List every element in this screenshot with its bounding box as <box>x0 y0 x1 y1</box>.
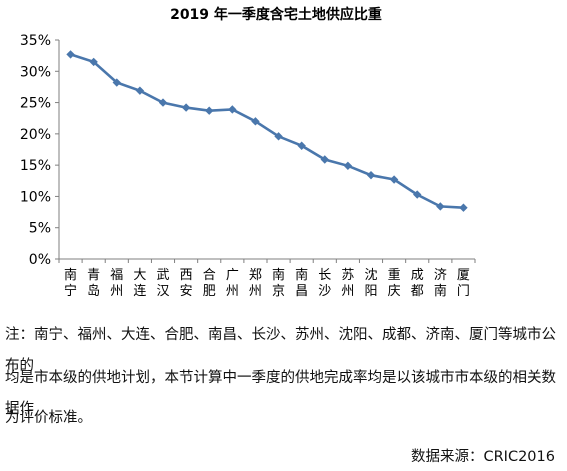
data-point-marker <box>228 105 237 114</box>
data-point-marker <box>181 103 191 112</box>
y-tick-label: 30% <box>20 64 51 80</box>
line-chart: 2019 年一季度含宅土地供应比重 0% 5% 10% 15% 20% 25% 30% 35%… <box>20 6 476 299</box>
data-point-marker <box>251 117 260 126</box>
x-tick-label: 南宁 <box>64 267 77 299</box>
x-tick-label: 西安 <box>180 268 193 299</box>
y-tick-label: 20% <box>20 127 51 143</box>
data-point-marker <box>135 86 145 95</box>
y-tick-label: 35% <box>20 33 51 49</box>
y-tick-label: 10% <box>20 189 51 205</box>
x-tick-label: 青岛 <box>87 268 100 299</box>
x-tick-label: 郑州 <box>249 268 262 299</box>
x-tick-label: 南京 <box>272 267 285 299</box>
x-tick-label: 沈阳 <box>364 268 377 299</box>
data-point-marker <box>112 78 121 87</box>
chart-title: 2019 年一季度含宅土地供应比重 <box>170 6 382 23</box>
x-tick-label: 苏州 <box>341 267 354 299</box>
data-point-marker <box>413 190 422 199</box>
data-point-marker <box>343 161 353 170</box>
y-tick-label: 0% <box>29 252 51 268</box>
data-point-marker <box>158 98 168 107</box>
x-tick-label: 重庆 <box>388 267 401 299</box>
data-point-marker <box>66 50 75 59</box>
x-tick-label: 合肥 <box>203 268 216 299</box>
data-point-marker <box>320 155 329 164</box>
x-tick-label: 成都 <box>411 268 424 299</box>
x-tick-label: 广州 <box>226 268 239 299</box>
footnote-line-2: 均是市本级的供地计划，本节计算中一季度的供地完成率均是以该城市市本级的相关数据作 <box>5 370 556 417</box>
footnote-line-3: 为评价标准。 <box>5 410 92 426</box>
y-tick-label: 25% <box>20 96 51 112</box>
data-point-marker <box>436 202 445 211</box>
data-point-marker <box>366 170 376 180</box>
data-point-marker <box>89 57 98 67</box>
x-tick-label: 大连 <box>133 268 146 299</box>
x-tick-label: 厦门 <box>457 268 470 299</box>
x-tick-label: 南昌 <box>295 267 308 299</box>
data-point-marker <box>389 175 399 184</box>
data-point-marker <box>205 106 214 115</box>
y-tick-label: 15% <box>20 158 51 174</box>
footnote-line-1: 注：南宁、福州、大连、合肥、南昌、长沙、苏州、沈阳、成都、济南、厦门等城市公布的 <box>5 327 556 374</box>
y-tick-label: 5% <box>29 221 51 237</box>
data-point-marker <box>274 132 283 141</box>
x-tick-label: 济南 <box>434 268 447 299</box>
x-tick-label: 武汉 <box>156 268 169 299</box>
data-point-marker <box>459 203 468 212</box>
x-tick-label: 长沙 <box>318 268 331 299</box>
series-line <box>70 53 464 209</box>
data-point-marker <box>297 141 306 150</box>
data-source: 数据来源：CRIC2016 <box>410 449 555 465</box>
x-tick-label: 福州 <box>110 268 123 299</box>
